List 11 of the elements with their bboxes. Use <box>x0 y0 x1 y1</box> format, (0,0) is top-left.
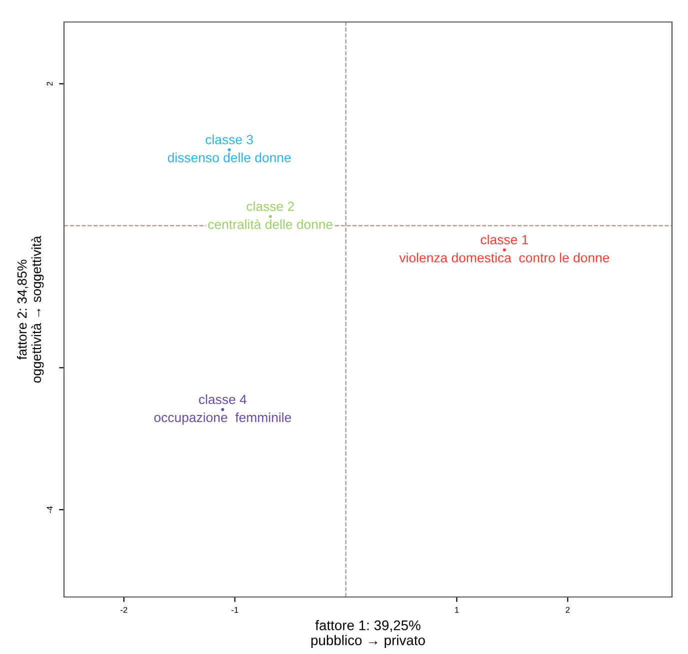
x-tick-label: 2 <box>566 606 570 613</box>
y-axis-title: fattore 2: 34,85% oggettività → soggettività <box>17 236 44 383</box>
x-tick-label: -2 <box>120 606 128 613</box>
y-tick-label: -4 <box>46 506 53 514</box>
x-tick-label: -1 <box>232 607 238 613</box>
series-label: classe 4 occupazione femminile <box>154 394 292 425</box>
series-label: classe 2 centralità delle donne <box>208 201 332 230</box>
series-label: classe 1 violenza domestica contro le donne <box>399 234 610 262</box>
x-tick-label: 1 <box>455 607 459 613</box>
x-axis-title: fattore 1: 39,25% pubblico → privato <box>311 620 425 648</box>
series-label: classe 3 dissenso delle donne <box>168 134 291 162</box>
